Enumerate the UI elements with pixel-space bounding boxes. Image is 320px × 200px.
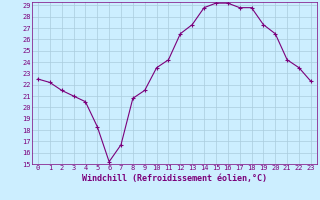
X-axis label: Windchill (Refroidissement éolien,°C): Windchill (Refroidissement éolien,°C): [82, 174, 267, 183]
